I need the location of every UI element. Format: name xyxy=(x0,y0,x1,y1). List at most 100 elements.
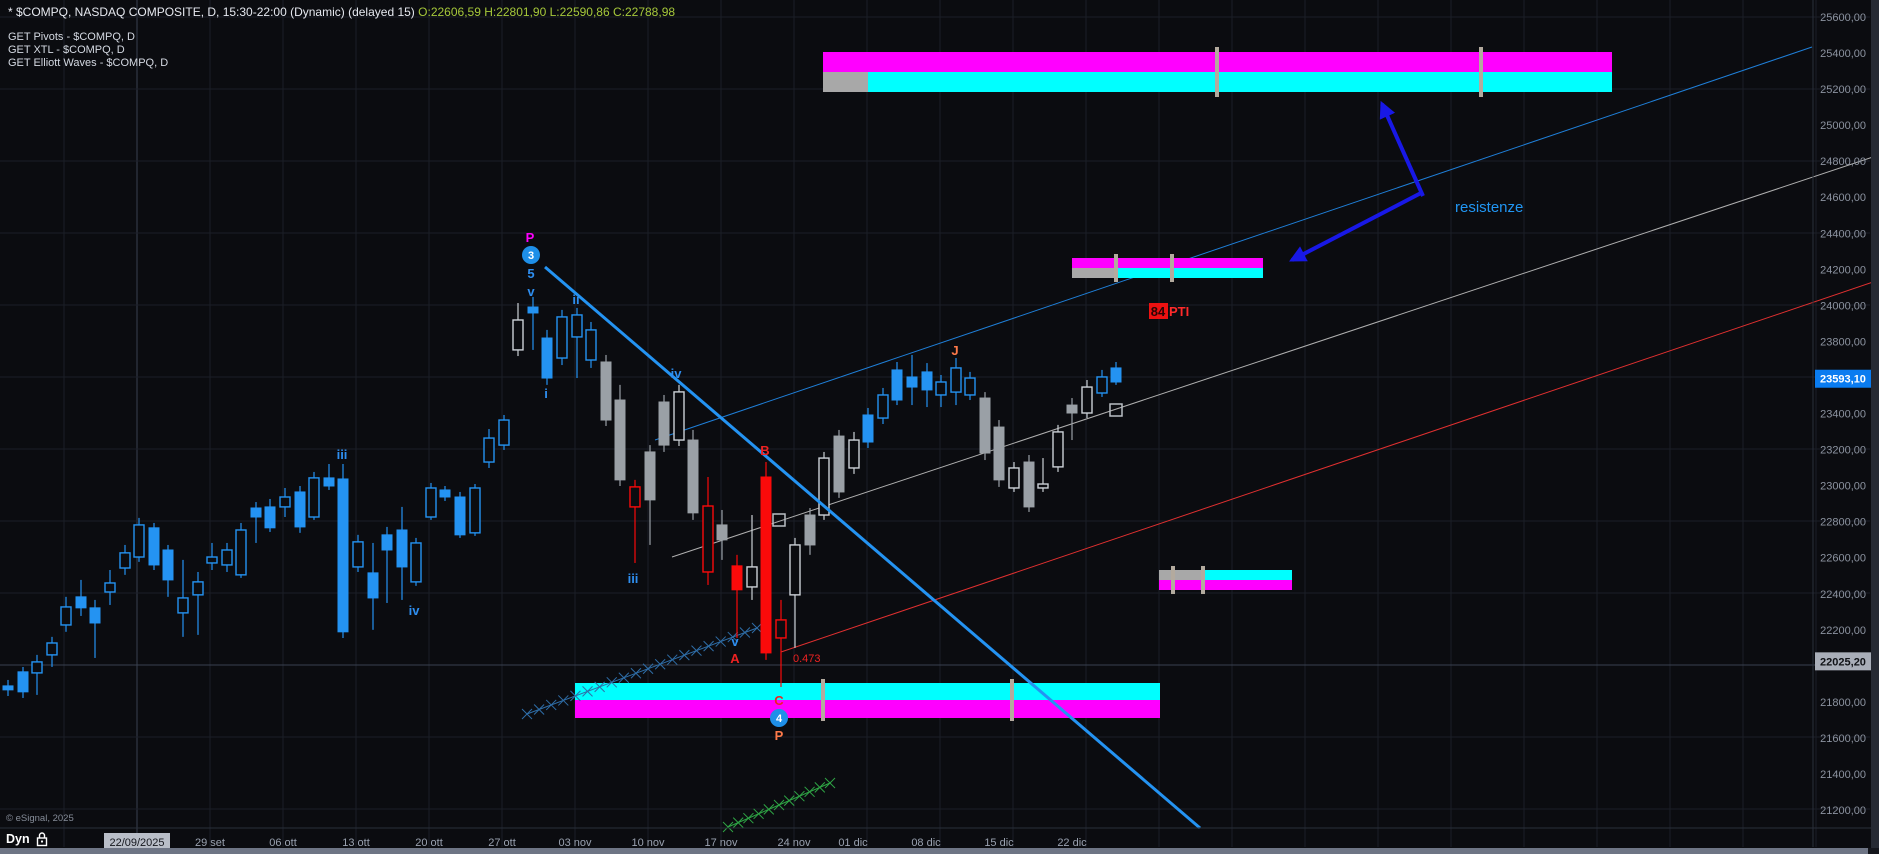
price-tick-label: 24600,00 xyxy=(1820,192,1866,204)
candle-body xyxy=(1023,461,1035,508)
candle-body xyxy=(964,377,976,396)
pti-label: PTI xyxy=(1169,304,1189,319)
wave-label: J xyxy=(951,343,958,358)
candle-body xyxy=(337,478,349,633)
trendline-descending-blue[interactable] xyxy=(544,265,1201,830)
candle-body xyxy=(716,524,728,541)
zone-strip xyxy=(823,72,868,92)
resistenze-note[interactable]: resistenze xyxy=(1455,199,1523,216)
date-tick-label: 22 dic xyxy=(1057,837,1087,849)
hatch-x xyxy=(618,672,630,684)
candle-body xyxy=(410,542,422,583)
candle-body xyxy=(541,337,553,379)
candle-body xyxy=(425,487,437,518)
zone-tick xyxy=(821,679,825,721)
candle xyxy=(950,358,962,406)
dyn-mode-button[interactable]: Dyn xyxy=(6,832,30,846)
candle xyxy=(833,429,845,498)
symbol-title: * $COMPQ, NASDAQ COMPOSITE, D, 15:30-22:… xyxy=(8,5,415,19)
candle xyxy=(964,371,976,401)
hatch-x xyxy=(642,663,654,675)
hatch-x xyxy=(743,812,754,824)
candle xyxy=(469,484,481,536)
price-tick-label: 21400,00 xyxy=(1820,769,1866,781)
price-tick-label: 24000,00 xyxy=(1820,300,1866,312)
candle-body xyxy=(746,566,758,588)
support-zone-small[interactable] xyxy=(1159,566,1292,594)
candle xyxy=(294,485,306,533)
date-tick-label: 20 ott xyxy=(415,837,443,849)
resistance-zone-top[interactable] xyxy=(823,47,1612,97)
candle xyxy=(483,429,495,468)
candle xyxy=(221,542,233,572)
hatch-x xyxy=(606,676,618,688)
candle-body xyxy=(483,437,495,463)
study-item-xtl[interactable]: GET XTL - $COMPQ, D xyxy=(8,44,125,56)
candle-body xyxy=(177,597,189,614)
candle xyxy=(746,515,758,600)
resistance-zone-mid[interactable] xyxy=(1072,254,1263,282)
candle-body xyxy=(75,596,87,609)
badge-text: 22025,20 xyxy=(1820,656,1866,668)
wave-label: i xyxy=(544,386,548,401)
scrollbar-corner xyxy=(1868,848,1879,854)
trendline-ascending-blue-thin[interactable] xyxy=(654,46,1813,441)
zone-tick xyxy=(1201,566,1205,594)
resistance-arrow[interactable] xyxy=(1289,191,1422,262)
zone-strip xyxy=(1072,268,1117,278)
candle-body xyxy=(1081,386,1093,414)
candle xyxy=(206,542,218,570)
price-tick-label: 21600,00 xyxy=(1820,733,1866,745)
horizontal-scrollbar[interactable] xyxy=(0,848,1868,854)
hatch-x xyxy=(557,695,569,706)
hatch-x xyxy=(521,708,533,720)
hatch-x xyxy=(751,622,763,634)
study-list: GET Pivots - $COMPQ, D GET XTL - $COMPQ,… xyxy=(8,31,168,70)
price-tick-label: 25200,00 xyxy=(1820,84,1866,96)
wave-label: v xyxy=(527,284,535,299)
vertical-scrollbar[interactable] xyxy=(1871,0,1879,848)
candle-body xyxy=(235,529,247,576)
candle xyxy=(629,479,641,563)
candle-body xyxy=(454,496,466,536)
pti-value: 84 xyxy=(1151,304,1166,319)
candle xyxy=(1110,361,1122,385)
date-tick-label-selected: 22/09/2025 xyxy=(109,837,164,849)
pti-value-box xyxy=(1149,303,1168,319)
candle xyxy=(673,384,685,446)
candle xyxy=(250,502,262,543)
wave-label: iii xyxy=(337,447,348,462)
price-tick-label: 25400,00 xyxy=(1820,48,1866,60)
zone-tick xyxy=(1170,254,1174,282)
candle xyxy=(337,464,349,638)
candle xyxy=(410,537,422,586)
candle-body xyxy=(993,426,1005,481)
selected-date-highlight xyxy=(104,833,170,849)
candle xyxy=(512,303,524,357)
candle-body xyxy=(877,394,889,419)
candle xyxy=(425,482,437,520)
candle xyxy=(104,569,116,605)
hatch-x xyxy=(732,817,744,828)
candle xyxy=(352,534,364,572)
study-item-pivots[interactable]: GET Pivots - $COMPQ, D xyxy=(8,31,135,43)
candle xyxy=(454,491,466,538)
badge-text: 23593,10 xyxy=(1820,374,1866,386)
candle-body xyxy=(148,527,160,566)
fib-line-0473-red[interactable] xyxy=(780,279,1879,653)
study-item-elliott[interactable]: GET Elliott Waves - $COMPQ, D xyxy=(8,57,169,69)
trendline-ascending-gray[interactable] xyxy=(671,154,1879,558)
lock-icon[interactable] xyxy=(35,831,49,847)
price-tick-label: 25600,00 xyxy=(1820,12,1866,24)
pivot-circle-number: 4 xyxy=(776,713,783,725)
candle-body xyxy=(60,606,72,626)
candle xyxy=(993,420,1005,487)
hatch-x xyxy=(594,681,605,693)
candle-body xyxy=(1096,376,1108,394)
wave-label: C xyxy=(774,693,784,708)
support-zone-bottom[interactable] xyxy=(575,679,1160,721)
price-tick-label: 22400,00 xyxy=(1820,589,1866,601)
resistance-arrow[interactable] xyxy=(1379,100,1425,197)
price-tick-label: 22600,00 xyxy=(1820,553,1866,565)
